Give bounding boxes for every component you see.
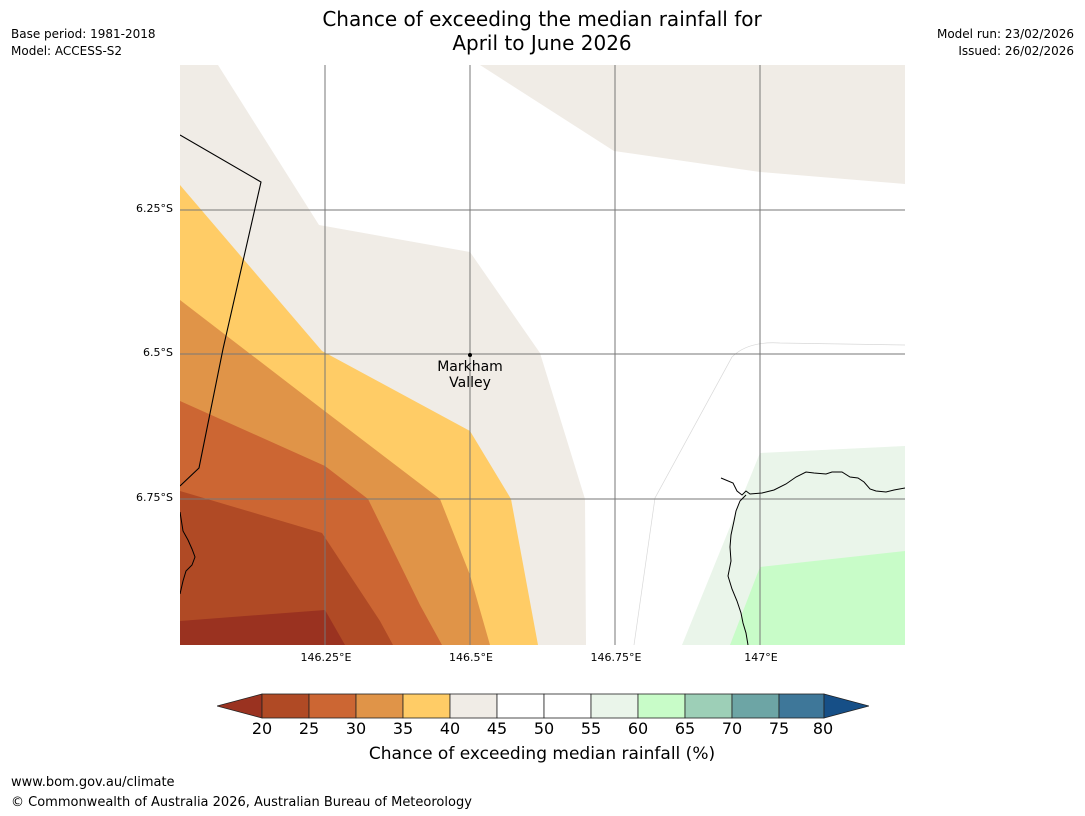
- map-canvas: [180, 65, 905, 645]
- footer-url[interactable]: www.bom.gov.au/climate: [11, 775, 175, 790]
- colorbar-swatch-40-45: [449, 693, 498, 719]
- footer-copyright: © Commonwealth of Australia 2026, Austra…: [11, 795, 472, 810]
- model-info: Base period: 1981-2018 Model: ACCESS-S2: [11, 26, 156, 60]
- base-period: Base period: 1981-2018: [11, 27, 156, 41]
- coastline-east: [720, 471, 905, 645]
- lon-label-2: 146.5°E: [449, 651, 493, 664]
- colorbar-extend-high: [823, 693, 869, 719]
- title-line-1: Chance of exceeding the median rainfall …: [322, 7, 762, 31]
- colorbar-tick-50: 50: [533, 719, 555, 738]
- lon-label-1: 146.25°E: [300, 651, 352, 664]
- colorbar-tick-20: 20: [251, 719, 273, 738]
- zone-40-45-northeast: [480, 65, 905, 184]
- colorbar-tick-25: 25: [298, 719, 320, 738]
- contour-55: [633, 342, 905, 645]
- lat-label-3: 6.75°S: [136, 491, 173, 504]
- colorbar-swatch-20-25: [261, 693, 310, 719]
- colorbar-tick-80: 80: [812, 719, 834, 738]
- colorbar: [217, 693, 869, 719]
- colorbar-tick-60: 60: [627, 719, 649, 738]
- colorbar-swatch-65-70: [684, 693, 733, 719]
- colorbar-swatch-45-50: [496, 693, 545, 719]
- model-name: Model: ACCESS-S2: [11, 44, 123, 58]
- title-line-2: April to June 2026: [452, 31, 632, 55]
- zone-60-65: [730, 551, 905, 645]
- lat-label-2: 6.5°S: [143, 346, 173, 359]
- place-label-markham-valley: Markham Valley: [420, 359, 520, 391]
- colorbar-swatch-35-40: [402, 693, 451, 719]
- colorbar-swatch-70-75: [731, 693, 780, 719]
- colorbar-swatch-30-35: [355, 693, 404, 719]
- coastline-west: [180, 511, 196, 595]
- colorbar-tick-70: 70: [721, 719, 743, 738]
- zone-20-25: [180, 491, 393, 645]
- lon-label-4: 147°E: [744, 651, 778, 664]
- place-name-line-1: Markham: [437, 359, 503, 375]
- colorbar-swatch-50-55: [543, 693, 592, 719]
- colorbar-swatch-60-65: [637, 693, 686, 719]
- colorbar-swatch-55-60: [590, 693, 639, 719]
- colorbar-tick-75: 75: [768, 719, 790, 738]
- colorbar-swatch-25-30: [308, 693, 357, 719]
- chart-title: Chance of exceeding the median rainfall …: [242, 7, 842, 55]
- lat-label-1: 6.25°S: [136, 202, 173, 215]
- colorbar-swatch-75-80: [778, 693, 825, 719]
- colorbar-tick-45: 45: [486, 719, 508, 738]
- rainfall-map[interactable]: [180, 65, 905, 645]
- colorbar-tick-35: 35: [392, 719, 414, 738]
- place-name-line-2: Valley: [449, 375, 491, 391]
- colorbar-tick-40: 40: [439, 719, 461, 738]
- colorbar-extend-low: [217, 693, 263, 719]
- colorbar-label: Chance of exceeding median rainfall (%): [368, 744, 716, 764]
- lon-label-3: 146.75°E: [590, 651, 642, 664]
- colorbar-tick-65: 65: [674, 719, 696, 738]
- colorbar-tick-30: 30: [345, 719, 367, 738]
- province-boundary: [180, 134, 262, 487]
- zone-below-20: [180, 610, 345, 645]
- run-info: Model run: 23/02/2026 Issued: 26/02/2026: [937, 26, 1074, 60]
- place-marker[interactable]: [468, 353, 472, 357]
- issued-date: Issued: 26/02/2026: [958, 44, 1074, 58]
- model-run-date: Model run: 23/02/2026: [936, 27, 1074, 41]
- colorbar-tick-55: 55: [580, 719, 602, 738]
